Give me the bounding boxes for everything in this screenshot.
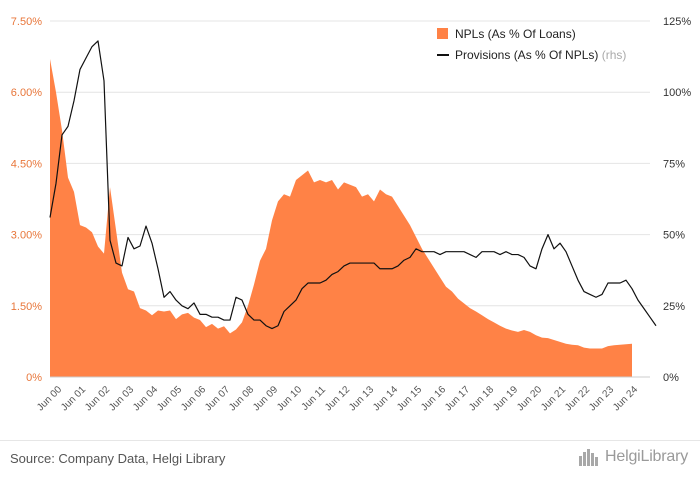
x-tick-label: Jun 08 xyxy=(227,384,256,413)
npl-area xyxy=(50,58,632,377)
y-right-tick-label: 125% xyxy=(663,16,691,28)
x-tick-label: Jun 14 xyxy=(371,384,400,413)
x-tick-label: Jun 12 xyxy=(323,384,352,413)
x-tick-label: Jun 16 xyxy=(419,384,448,413)
y-right-tick-label: 100% xyxy=(663,87,691,99)
logo-text: HelgiLibrary xyxy=(605,448,688,465)
x-tick-label: Jun 13 xyxy=(347,384,376,413)
x-tick-label: Jun 24 xyxy=(611,384,640,413)
x-tick-label: Jun 00 xyxy=(35,384,64,413)
legend-label-npl: NPLs (As % Of Loans) xyxy=(455,27,576,41)
x-tick-label: Jun 03 xyxy=(107,384,136,413)
y-left-tick-label: 1.50% xyxy=(11,301,42,313)
y-left-tick-label: 7.50% xyxy=(11,16,42,28)
x-tick-label: Jun 19 xyxy=(491,384,520,413)
x-tick-label: Jun 23 xyxy=(587,384,616,413)
legend-swatch-npl xyxy=(437,28,448,39)
y-left-tick-label: 3.00% xyxy=(11,230,42,242)
source-note: Source: Company Data, Helgi Library xyxy=(10,451,226,466)
x-tick-label: Jun 10 xyxy=(275,384,304,413)
x-tick-label: Jun 07 xyxy=(203,384,232,413)
x-tick-label: Jun 15 xyxy=(395,384,424,413)
y-left-tick-label: 0% xyxy=(26,372,42,384)
y-left-tick-label: 4.50% xyxy=(11,158,42,170)
x-tick-label: Jun 02 xyxy=(83,384,112,413)
legend-label-provisions: Provisions (As % Of NPLs) (rhs) xyxy=(455,48,626,62)
chart-container: 0% 0% 1.50% 25% 3.00% 50% 4.50% 75% 6.00% 100% 7.5… xyxy=(11,16,692,413)
x-tick-label: Jun 04 xyxy=(131,384,160,413)
y-right-tick-label: 75% xyxy=(663,158,685,170)
x-tick-label: Jun 09 xyxy=(251,384,280,413)
x-tick-label: Jun 11 xyxy=(300,384,329,413)
helgi-library-logo: HelgiLibrary xyxy=(578,447,688,467)
footer-divider xyxy=(0,440,700,441)
x-tick-label: Jun 17 xyxy=(443,384,472,413)
y-left-tick-label: 6.00% xyxy=(11,87,42,99)
provisions-line xyxy=(49,40,657,330)
x-tick-label: Jun 18 xyxy=(467,384,496,413)
legend-rhs-suffix: (rhs) xyxy=(602,48,627,62)
city-skyline-icon xyxy=(579,449,599,466)
x-tick-label: Jun 21 xyxy=(539,384,568,413)
x-tick-label: Jun 01 xyxy=(59,384,88,413)
x-tick-label: Jun 20 xyxy=(515,384,544,413)
x-tick-label: Jun 05 xyxy=(155,384,184,413)
x-tick-label: Jun 06 xyxy=(179,384,208,413)
y-right-tick-label: 25% xyxy=(663,301,685,313)
x-tick-label: Jun 22 xyxy=(563,384,592,413)
chart-svg: 0% 0% 1.50% 25% 3.00% 50% 4.50% 75% 6.00% 100% 7.5… xyxy=(11,16,692,413)
y-right-tick-label: 50% xyxy=(663,230,685,242)
y-right-tick-label: 0% xyxy=(663,372,679,384)
